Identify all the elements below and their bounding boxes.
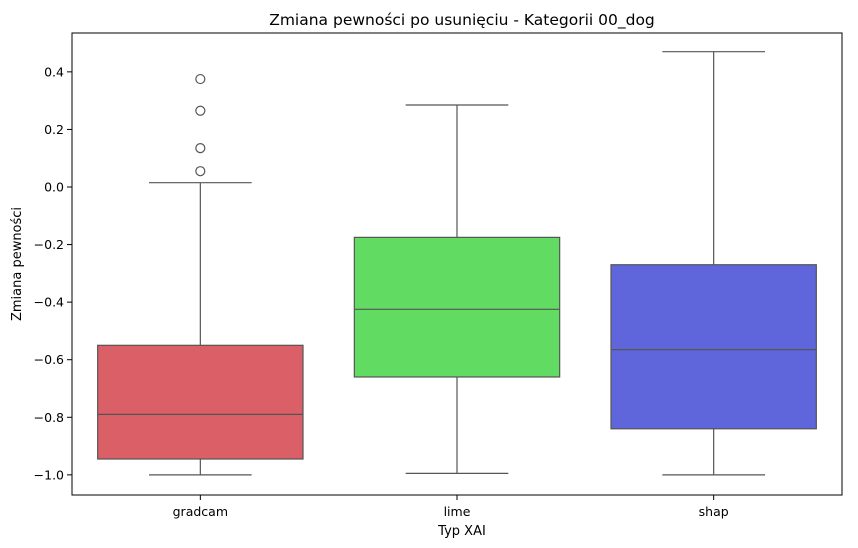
chart-title: Zmiana pewności po usunięciu - Kategorii…: [269, 11, 655, 30]
y-tick-label: −0.2: [34, 237, 64, 252]
x-tick-label: gradcam: [173, 504, 228, 519]
y-axis: −1.0 −0.8 −0.6 −0.4 −0.2 0.0 0.2 0.4: [34, 64, 72, 482]
x-axis: gradcam lime shap: [173, 495, 729, 519]
y-tick-label: 0.2: [44, 122, 64, 137]
outlier-point: [195, 105, 206, 116]
outlier-point: [195, 73, 206, 85]
x-tick-label: lime: [444, 504, 471, 519]
box-iqr: [610, 264, 817, 430]
y-tick-label: −0.4: [34, 295, 64, 310]
y-tick-label: −1.0: [34, 467, 64, 482]
box-plots: [97, 51, 817, 476]
y-axis-title: Zmiana pewności: [10, 207, 25, 321]
outlier-point: [195, 143, 206, 154]
y-tick-label: −0.8: [34, 410, 64, 425]
box-shap: [610, 51, 817, 476]
x-tick-label: shap: [699, 504, 729, 519]
outlier-point: [195, 166, 206, 177]
y-tick-label: −0.6: [34, 352, 64, 367]
box-iqr: [97, 344, 304, 460]
box-iqr: [353, 236, 561, 378]
y-tick-label: 0.4: [44, 64, 64, 79]
box-lime: [353, 104, 561, 475]
x-axis-title: Typ XAI: [437, 524, 486, 539]
box-gradcam: [97, 73, 304, 476]
y-tick-label: 0.0: [44, 180, 64, 195]
